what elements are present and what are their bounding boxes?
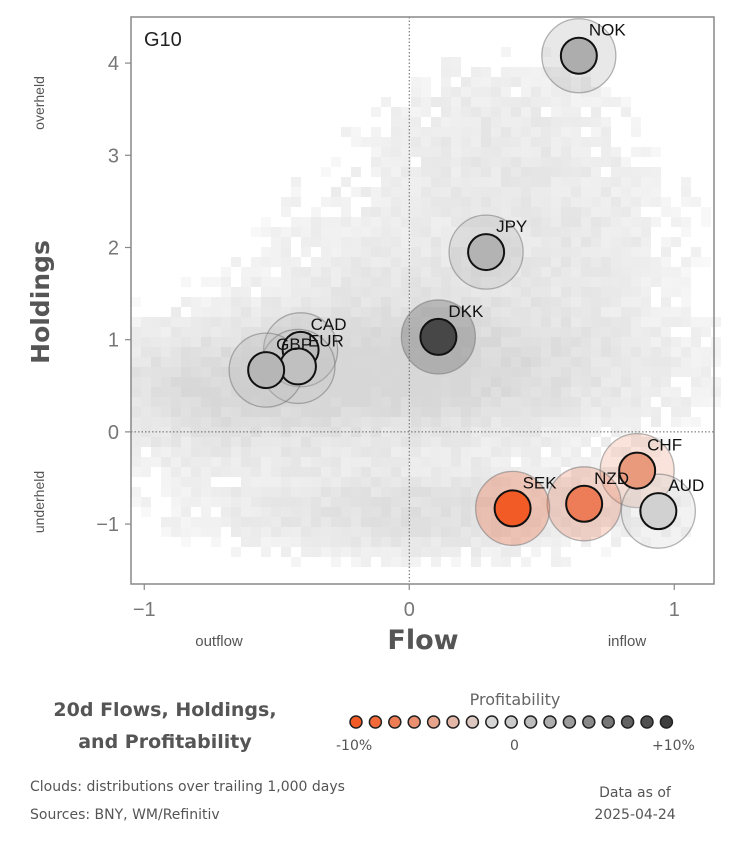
clouds-note: Clouds: distributions over trailing 1,00… [30, 779, 345, 795]
asof-label: Data as of [599, 785, 671, 801]
legend-dot [659, 715, 674, 729]
point-label-jpy: JPY [496, 217, 527, 236]
point-aud [639, 492, 678, 531]
legend-dot [368, 715, 383, 729]
x-axis-label: Flow [387, 625, 458, 656]
y-tick-label: 2 [108, 237, 119, 259]
point-label-dkk: DKK [448, 302, 484, 321]
profitability-legend-scale [349, 715, 674, 729]
x-annotation-left: outflow [195, 633, 243, 650]
point-nzd [565, 484, 604, 523]
legend-dot [620, 715, 635, 729]
legend-mid-label: 0 [510, 738, 519, 754]
legend-dot [446, 715, 460, 729]
sources-note: Sources: BNY, WM/Refinitiv [30, 807, 220, 823]
point-gbp [247, 351, 286, 390]
x-tick-label: 0 [404, 599, 415, 621]
legend-max-label: +10% [652, 738, 695, 754]
point-label-aud: AUD [668, 476, 704, 495]
legend-dot [582, 715, 596, 729]
asof-date: 2025-04-24 [594, 807, 676, 823]
point-label-nok: NOK [589, 21, 627, 40]
y-tick-label: 1 [108, 330, 119, 352]
point-label-nzd: NZD [594, 469, 629, 488]
legend-dot [523, 715, 538, 729]
y-tick-label: 4 [108, 53, 119, 75]
point-chf [618, 451, 657, 490]
legend-min-label: -10% [336, 738, 373, 754]
y-tick-label: 0 [108, 422, 119, 444]
axis-ticks: −1 0 1 −1 0 1 2 3 4 [96, 53, 680, 621]
x-annotation-right: inflow [608, 633, 647, 650]
legend-dot [349, 715, 363, 729]
legend-dot [543, 715, 557, 729]
plot-frame [130, 16, 715, 585]
legend-dot [562, 715, 577, 729]
legend-dot [426, 715, 441, 729]
point-label-gbp: GBP [276, 335, 312, 354]
y-annotation-top: overheld [31, 76, 47, 130]
legend-dot [388, 715, 402, 729]
x-tick-label: −1 [133, 599, 156, 621]
legend-dot [640, 715, 654, 729]
x-tick-label: 1 [669, 599, 680, 621]
legend-dot [465, 715, 480, 729]
point-dkk [419, 317, 458, 356]
point-label-sek: SEK [523, 473, 558, 492]
footer-title-line-1: 20d Flows, Holdings, [53, 699, 277, 721]
y-tick-label: −1 [96, 514, 119, 536]
y-axis-label: Holdings [26, 240, 55, 364]
point-nok [559, 36, 598, 75]
legend-dot [601, 715, 615, 729]
y-tick-label: 3 [108, 145, 119, 167]
footer-title-line-2: and Profitability [78, 731, 252, 753]
y-annotation-bottom: underheld [31, 471, 47, 533]
point-jpy [467, 233, 506, 272]
point-sek [493, 489, 532, 528]
legend-dot [485, 715, 499, 729]
point-label-eur: EUR [308, 331, 344, 350]
chart-footer-title: 20d Flows, Holdings, and Profitability [30, 694, 300, 758]
panel-label: G10 [144, 29, 182, 51]
legend-title: Profitability [469, 690, 561, 709]
legend-dot [407, 715, 421, 729]
legend-dot [504, 715, 518, 729]
point-label-chf: CHF [647, 436, 682, 455]
point-label-cad: CAD [311, 315, 347, 334]
